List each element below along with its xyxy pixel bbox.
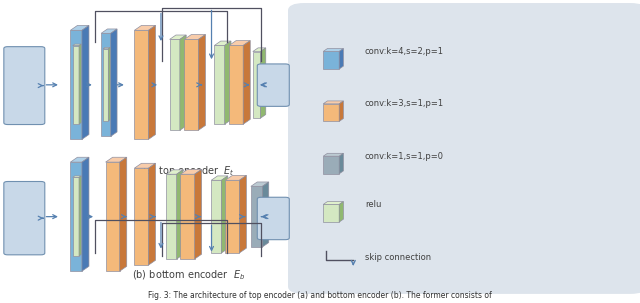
Polygon shape: [229, 41, 250, 45]
Text: (b) bottom encoder  $\mathit{E_b}$: (b) bottom encoder $\mathit{E_b}$: [132, 268, 246, 282]
Polygon shape: [103, 48, 110, 49]
Polygon shape: [339, 201, 344, 222]
Text: conv:k=1,s=1,p=0: conv:k=1,s=1,p=0: [365, 152, 444, 161]
Polygon shape: [229, 45, 243, 124]
Polygon shape: [211, 176, 228, 180]
Text: conv:k=3,s=1,p=1: conv:k=3,s=1,p=1: [365, 99, 444, 108]
Polygon shape: [195, 169, 202, 259]
Polygon shape: [166, 174, 177, 259]
Polygon shape: [73, 177, 79, 256]
FancyBboxPatch shape: [288, 3, 640, 294]
Polygon shape: [70, 25, 89, 30]
Polygon shape: [73, 176, 81, 177]
Polygon shape: [184, 39, 198, 130]
Polygon shape: [79, 44, 81, 124]
Polygon shape: [134, 168, 148, 265]
Text: conv:k=4,s=2,p=1: conv:k=4,s=2,p=1: [365, 47, 444, 56]
Polygon shape: [225, 180, 239, 253]
Polygon shape: [214, 41, 231, 45]
Polygon shape: [323, 205, 339, 222]
Polygon shape: [101, 33, 111, 136]
FancyBboxPatch shape: [257, 197, 289, 240]
Polygon shape: [73, 44, 81, 45]
Polygon shape: [70, 30, 82, 139]
Polygon shape: [148, 25, 156, 139]
Polygon shape: [323, 48, 344, 52]
Polygon shape: [243, 41, 250, 124]
FancyBboxPatch shape: [257, 64, 289, 106]
Polygon shape: [73, 45, 79, 124]
Polygon shape: [108, 48, 110, 121]
Polygon shape: [82, 25, 89, 139]
Polygon shape: [323, 201, 344, 205]
Polygon shape: [339, 48, 344, 69]
Polygon shape: [260, 48, 266, 118]
Polygon shape: [225, 41, 231, 124]
Polygon shape: [323, 153, 344, 156]
Polygon shape: [170, 35, 186, 39]
Text: $z_b$: $z_b$: [268, 213, 278, 224]
Polygon shape: [184, 35, 205, 39]
Polygon shape: [239, 175, 246, 253]
Text: Fig. 3: The architecture of top encoder (a) and bottom encoder (b). The former c: Fig. 3: The architecture of top encoder …: [148, 291, 492, 300]
Text: $z_t$: $z_t$: [269, 80, 278, 90]
Polygon shape: [70, 162, 82, 271]
Polygon shape: [82, 157, 89, 271]
Polygon shape: [211, 180, 221, 253]
Polygon shape: [70, 157, 89, 162]
Polygon shape: [198, 35, 205, 130]
Polygon shape: [251, 186, 262, 247]
Polygon shape: [134, 30, 148, 139]
Polygon shape: [323, 52, 339, 69]
Polygon shape: [262, 182, 269, 247]
Polygon shape: [170, 39, 180, 130]
Polygon shape: [180, 174, 195, 259]
Polygon shape: [103, 49, 108, 121]
Polygon shape: [251, 182, 269, 186]
Polygon shape: [221, 176, 228, 253]
Text: $z_t$: $z_t$: [20, 213, 29, 223]
Polygon shape: [180, 169, 202, 174]
Text: Input: Input: [11, 81, 38, 90]
Polygon shape: [134, 163, 156, 168]
Polygon shape: [111, 29, 117, 136]
Polygon shape: [106, 162, 120, 271]
Polygon shape: [120, 157, 127, 271]
Polygon shape: [323, 156, 339, 174]
Polygon shape: [253, 48, 266, 52]
FancyBboxPatch shape: [4, 181, 45, 255]
Polygon shape: [323, 101, 344, 104]
Text: relu: relu: [365, 200, 381, 209]
Polygon shape: [177, 170, 183, 259]
Polygon shape: [79, 176, 81, 256]
Polygon shape: [106, 157, 127, 162]
Text: (a) top encoder  $\mathit{E_t}$: (a) top encoder $\mathit{E_t}$: [143, 164, 235, 178]
FancyBboxPatch shape: [4, 47, 45, 125]
Polygon shape: [166, 170, 183, 174]
Polygon shape: [339, 153, 344, 174]
Polygon shape: [253, 52, 260, 118]
Polygon shape: [323, 104, 339, 122]
Polygon shape: [225, 175, 246, 180]
Polygon shape: [148, 163, 156, 265]
Polygon shape: [180, 35, 186, 130]
Text: skip connection: skip connection: [365, 253, 431, 262]
Polygon shape: [339, 101, 344, 122]
Polygon shape: [214, 45, 225, 124]
Polygon shape: [101, 29, 117, 33]
Polygon shape: [134, 25, 156, 30]
